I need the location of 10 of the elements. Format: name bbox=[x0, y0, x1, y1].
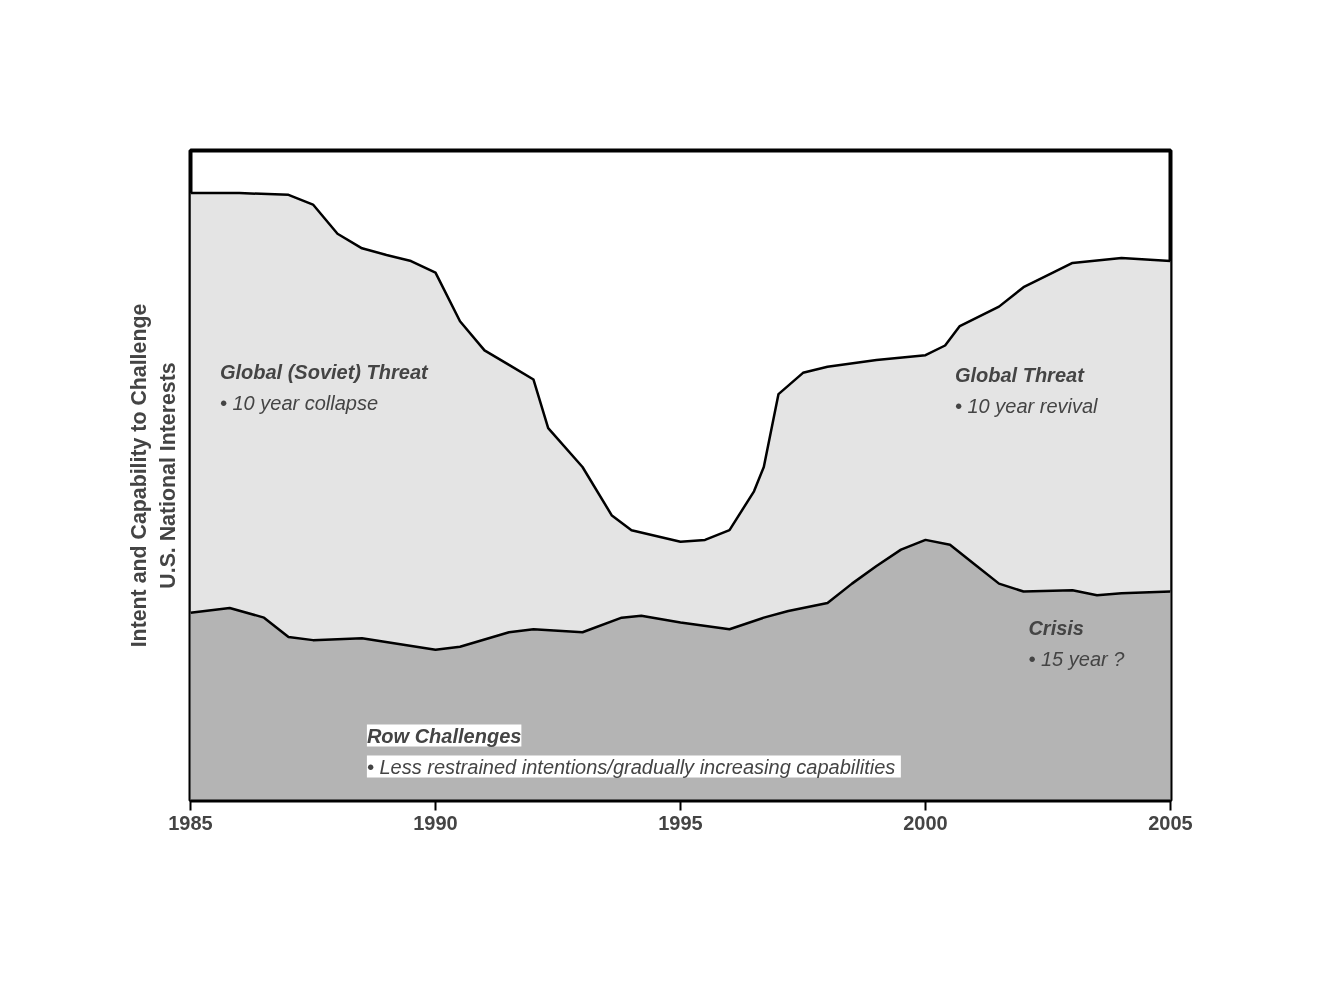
annotation: Global Threat • 10 year revival bbox=[954, 363, 1099, 417]
x-tick-label: 1985 bbox=[168, 811, 213, 834]
x-tick-label: 1990 bbox=[413, 811, 458, 834]
annotation: Crisis • 15 year ? bbox=[1028, 617, 1126, 671]
x-tick-label: 2005 bbox=[1148, 811, 1193, 834]
y-axis-title: Intent and Capability to Challenge U.S. National Interests bbox=[126, 303, 180, 648]
annotation: Row Challenges • Less restrained intentions/gradually increasing capabilities bbox=[366, 724, 896, 778]
x-tick-label: 2000 bbox=[903, 811, 948, 834]
annotation: Global (Soviet) Threat • 10 year collapse bbox=[219, 360, 430, 414]
x-tick-label: 1995 bbox=[658, 811, 703, 834]
